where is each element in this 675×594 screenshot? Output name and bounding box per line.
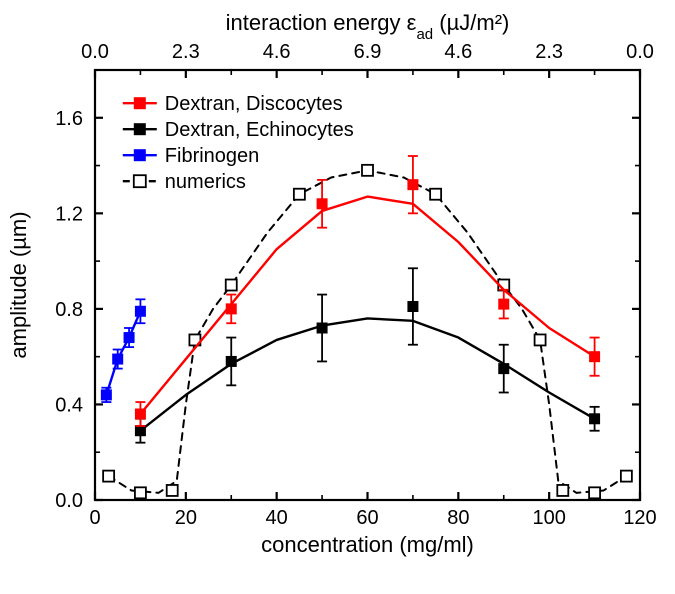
- legend-marker: [134, 97, 146, 109]
- marker-fibrinogen: [112, 354, 123, 365]
- x-tick-label: 100: [532, 507, 565, 529]
- marker-numerics: [621, 471, 632, 482]
- x-top-tick-label: 4.6: [263, 41, 291, 63]
- legend-label: Dextran, Discocytes: [165, 93, 343, 115]
- marker-fibrinogen: [101, 389, 112, 400]
- marker-dextran_echinocytes: [498, 363, 509, 374]
- series-line-numerics: [109, 170, 627, 493]
- x-tick-label: 120: [623, 507, 656, 529]
- marker-dextran_discocytes: [407, 179, 418, 190]
- y-tick-label: 1.6: [55, 108, 83, 130]
- marker-numerics: [557, 485, 568, 496]
- marker-numerics: [362, 165, 373, 176]
- series-line-dextran_discocytes: [140, 197, 594, 414]
- legend-label: Dextran, Echinocytes: [165, 119, 354, 141]
- marker-numerics: [135, 487, 146, 498]
- x-tick-label: 20: [175, 507, 197, 529]
- x-tick-label: 60: [356, 507, 378, 529]
- x-bottom-label: concentration (mg/ml): [261, 532, 474, 557]
- x-top-tick-label: 0.0: [81, 41, 109, 63]
- marker-numerics: [535, 334, 546, 345]
- y-tick-label: 0.0: [55, 490, 83, 512]
- x-tick-label: 80: [447, 507, 469, 529]
- marker-dextran_echinocytes: [226, 356, 237, 367]
- marker-numerics: [430, 189, 441, 200]
- chart-svg: 0 20 40 60 80 100 120 0.0 2.3 4.6 6.9 4.6 2.3 0.0 0.0 0…: [0, 0, 675, 594]
- x-top-tick-label: 2.3: [535, 41, 563, 63]
- marker-numerics: [167, 485, 178, 496]
- marker-dextran_discocytes: [226, 303, 237, 314]
- x-top-label: interaction energy εad (µJ/m²): [226, 10, 510, 43]
- marker-dextran_discocytes: [135, 409, 146, 420]
- marker-numerics: [589, 487, 600, 498]
- marker-dextran_discocytes: [317, 198, 328, 209]
- marker-numerics: [294, 189, 305, 200]
- x-tick-label: 0: [89, 507, 100, 529]
- marker-fibrinogen: [135, 306, 146, 317]
- series-line-fibrinogen: [106, 311, 140, 395]
- marker-dextran_echinocytes: [317, 323, 328, 334]
- x-top-tick-label: 2.3: [172, 41, 200, 63]
- y-tick-label: 1.2: [55, 203, 83, 225]
- marker-dextran_echinocytes: [135, 425, 146, 436]
- y-tick-label: 0.4: [55, 394, 83, 416]
- legend-label: Fibrinogen: [165, 145, 260, 167]
- marker-numerics: [103, 471, 114, 482]
- x-tick-label: 40: [266, 507, 288, 529]
- y-axis-label: amplitude (µm): [6, 211, 31, 358]
- x-top-tick-label: 4.6: [444, 41, 472, 63]
- marker-dextran_discocytes: [498, 299, 509, 310]
- legend-label: numerics: [165, 171, 246, 193]
- data-layer: [101, 156, 632, 498]
- marker-fibrinogen: [124, 332, 135, 343]
- legend: Dextran, Discocytes Dextran, Echinocytes F…: [123, 93, 354, 193]
- marker-dextran_discocytes: [589, 351, 600, 362]
- marker-numerics: [226, 280, 237, 291]
- y-tick-label: 0.8: [55, 299, 83, 321]
- marker-dextran_echinocytes: [407, 301, 418, 312]
- series-line-dextran_echinocytes: [140, 318, 594, 430]
- legend-marker: [134, 149, 146, 161]
- x-top-tick-label: 6.9: [354, 41, 382, 63]
- legend-marker: [134, 175, 146, 187]
- x-top-tick-label: 0.0: [626, 41, 654, 63]
- legend-marker: [134, 123, 146, 135]
- chart-container: 0 20 40 60 80 100 120 0.0 2.3 4.6 6.9 4.6 2.3 0.0 0.0 0…: [0, 0, 675, 594]
- marker-dextran_echinocytes: [589, 413, 600, 424]
